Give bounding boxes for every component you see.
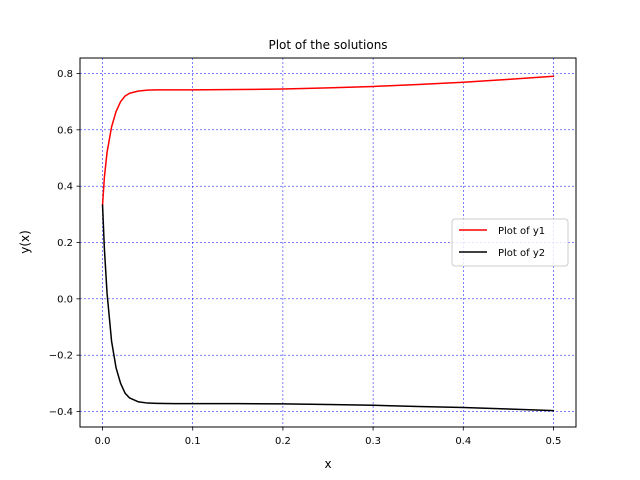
y-tick-label: 0.0 (57, 294, 73, 305)
y-tick-label: −0.2 (49, 351, 73, 362)
legend-label-y1: Plot of y1 (498, 226, 545, 237)
y-tick-label: 0.8 (57, 69, 73, 80)
x-tick-label: 0.4 (455, 436, 471, 447)
series-line-y1 (101, 75, 555, 206)
x-tick-label: 0.5 (546, 436, 562, 447)
y-axis-label: y(x) (18, 230, 32, 254)
x-tick-label: 0.0 (95, 436, 111, 447)
x-axis-label: x (324, 457, 331, 471)
y-tick-label: 0.6 (57, 125, 73, 136)
x-tick-label: 0.3 (365, 436, 381, 447)
legend: Plot of y1 Plot of y2 (451, 218, 569, 267)
y-tick-label: 0.4 (57, 182, 73, 193)
y-tick-label: −0.4 (49, 407, 73, 418)
legend-label-y2: Plot of y2 (498, 248, 545, 259)
x-axis-ticks: 0.0 0.1 0.2 0.3 0.4 0.5 (95, 427, 562, 447)
chart-title: Plot of the solutions (268, 38, 387, 52)
y-axis-ticks: −0.4 −0.2 0.0 0.2 0.4 0.6 0.8 (49, 69, 80, 418)
series-line-y2 (101, 204, 555, 412)
x-tick-label: 0.2 (275, 436, 291, 447)
x-tick-label: 0.1 (185, 436, 201, 447)
series-lines (101, 75, 555, 412)
y-tick-label: 0.2 (57, 238, 73, 249)
